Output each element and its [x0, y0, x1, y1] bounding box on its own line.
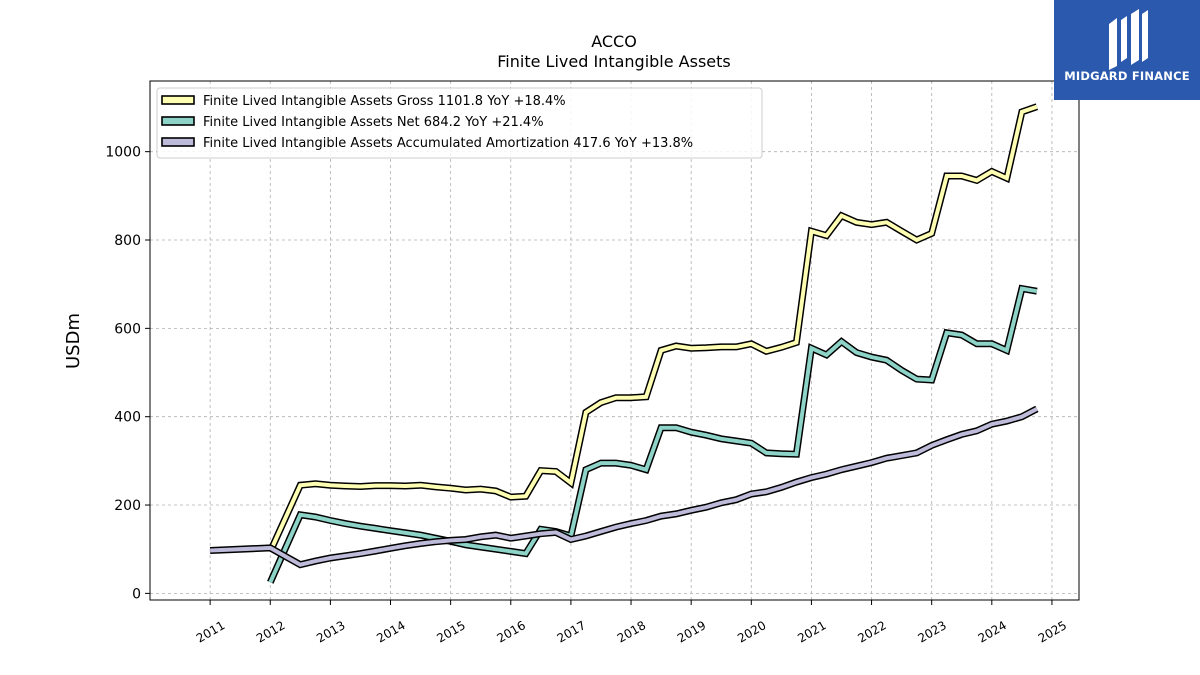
legend-label: Finite Lived Intangible Assets Gross 110…	[203, 94, 566, 109]
y-tick-label: 0	[132, 586, 141, 602]
x-tick-label: 2023	[915, 618, 948, 645]
x-tick-label: 2015	[434, 618, 467, 645]
series-line-2	[210, 407, 1038, 567]
x-tick-label: 2013	[314, 618, 347, 645]
x-tick-label: 2024	[976, 618, 1009, 645]
y-tick-label: 800	[114, 233, 141, 249]
x-tick-label: 2022	[855, 618, 888, 645]
legend-label: Finite Lived Intangible Assets Net 684.2…	[203, 115, 544, 130]
x-tick-label: 2017	[555, 618, 588, 645]
series-line-1	[268, 286, 1038, 584]
legend-swatch	[161, 95, 195, 105]
x-axis-ticks: 2011 2012 2013 2014 2015 2016 2017 2018 2019 2020…	[194, 600, 1069, 646]
y-tick-label: 1000	[105, 145, 141, 161]
x-tick-label: 2014	[374, 618, 407, 645]
y-tick-label: 400	[114, 410, 141, 426]
series-line-0	[268, 104, 1038, 553]
grid-lines	[150, 81, 1079, 600]
legend-swatch	[161, 116, 195, 126]
y-tick-label: 200	[114, 498, 141, 514]
midgard-finance-logo: MIDGARD FINANCE	[1054, 0, 1200, 100]
y-tick-label: 600	[114, 321, 141, 337]
legend-swatch	[161, 137, 195, 147]
x-tick-label: 2025	[1036, 618, 1069, 645]
series-outline-1	[267, 284, 1038, 584]
legend-box	[156, 87, 763, 159]
logo-mark-icon	[1109, 9, 1148, 70]
legend-label: Finite Lived Intangible Assets Accumulat…	[203, 136, 693, 151]
y-axis-ticks: 0 200 400 600 800 1000	[105, 145, 150, 602]
legend: Finite Lived Intangible Assets Gross 110…	[156, 87, 763, 159]
series-lines	[209, 103, 1039, 584]
x-tick-label: 2021	[795, 618, 828, 645]
x-tick-label: 2020	[735, 618, 768, 645]
chart-subtitle: Finite Lived Intangible Assets	[497, 52, 730, 71]
x-tick-label: 2018	[615, 618, 648, 645]
logo-text: MIDGARD FINANCE	[1064, 69, 1190, 83]
x-tick-label: 2016	[495, 618, 528, 645]
y-axis-label: USDm	[63, 313, 84, 369]
chart-title: ACCO	[591, 32, 637, 51]
x-tick-label: 2019	[675, 618, 708, 645]
plot-frame	[149, 80, 1080, 601]
x-tick-label: 2012	[254, 618, 287, 645]
x-tick-label: 2011	[194, 618, 227, 645]
